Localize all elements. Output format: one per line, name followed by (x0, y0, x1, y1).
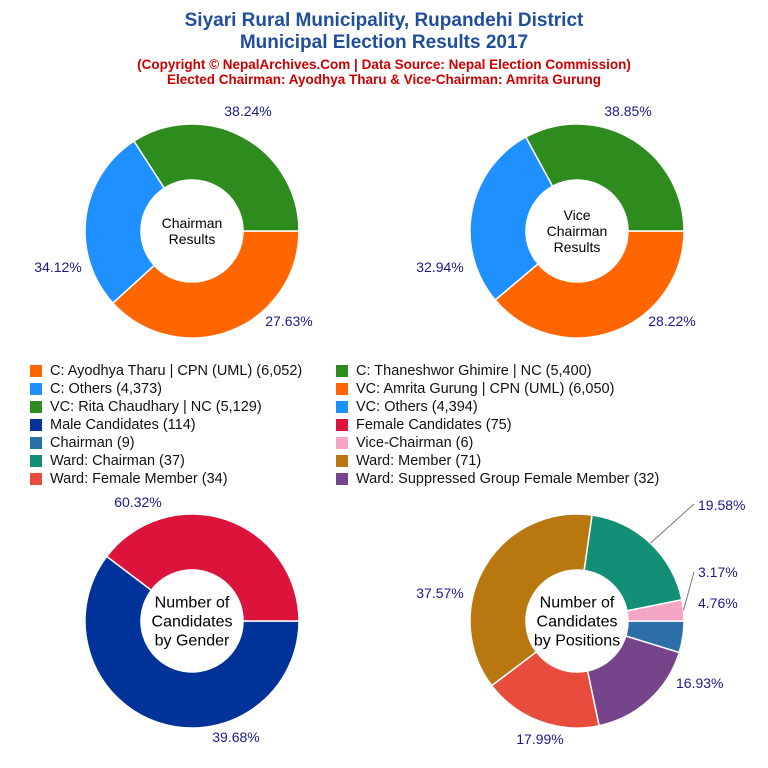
donut-center-label: Chairman (162, 215, 223, 231)
legend-swatch (30, 436, 42, 449)
legend-label: VC: Amrita Gurung | CPN (UML) (6,050) (356, 380, 615, 397)
legend-item: Male Candidates (114) (30, 416, 196, 433)
slice-percent-label: 28.22% (648, 313, 695, 329)
legend-swatch (336, 400, 348, 413)
legend-label: C: Others (4,373) (50, 380, 163, 397)
label-leader-line (650, 503, 695, 544)
legend-swatch (336, 418, 348, 431)
donut-slice (469, 136, 554, 302)
slice-percent-label: 39.68% (212, 729, 259, 745)
legend-item: VC: Amrita Gurung | CPN (UML) (6,050) (336, 380, 614, 397)
slice-percent-label: 17.99% (516, 731, 563, 747)
slice-percent-label: 27.63% (265, 313, 312, 329)
slice-percent-label: 37.57% (416, 585, 463, 601)
legend-item: Ward: Member (71) (336, 452, 481, 469)
legend-label: Male Candidates (114) (50, 416, 196, 433)
legend-label: Ward: Suppressed Group Female Member (32… (356, 470, 660, 487)
donut-center-label: Chairman (547, 223, 608, 239)
legend-label: Ward: Chairman (37) (50, 452, 185, 469)
donut-chart: 4.76% 16.93% 17.99% 37.57% 19.58% 3.17% Number… (416, 497, 745, 747)
legend-label: Chairman (9) (50, 434, 135, 451)
donut-slice (490, 650, 600, 729)
donut-center-label: Results (169, 231, 216, 247)
donut-slice (111, 230, 300, 339)
donut-slice (583, 514, 683, 612)
legend-label: Vice-Chairman (6) (356, 434, 474, 451)
legend-label: Ward: Member (71) (356, 452, 482, 469)
slice-percent-label: 32.94% (416, 259, 463, 275)
legend-swatch (336, 436, 348, 449)
donut-slice (524, 123, 685, 232)
legend-swatch (336, 382, 348, 395)
slice-percent-label: 60.32% (114, 494, 161, 510)
donut-center-label: by Positions (534, 633, 620, 650)
legend-label: C: Thaneshwor Ghimire | NC (5,400) (356, 362, 592, 379)
chart-subtitle-line2: Elected Chairman: Ayodhya Tharu & Vice-C… (166, 72, 602, 87)
legend-label: Ward: Female Member (34) (50, 470, 228, 487)
legend-label: C: Ayodhya Tharu | CPN (UML) (6,052) (50, 362, 303, 379)
slice-percent-label: 19.58% (698, 497, 745, 513)
legend-swatch (30, 472, 42, 485)
legend-item: C: Thaneshwor Ghimire | NC (5,400) (336, 362, 592, 379)
legend-label: VC: Others (4,394) (356, 398, 478, 415)
legend-item: C: Others (4,373) (30, 380, 162, 397)
donut-center-label: Vice (564, 207, 591, 223)
legend-item: Vice-Chairman (6) (336, 434, 473, 451)
slice-percent-label: 34.12% (34, 259, 81, 275)
slice-percent-label: 38.24% (224, 103, 271, 119)
legend-item: Ward: Suppressed Group Female Member (32… (336, 470, 659, 487)
donut-chart: 60.32% 39.68% Number of Candidates by Gender (84, 494, 300, 745)
legend-swatch (336, 472, 348, 485)
legend-item: VC: Others (4,394) (336, 398, 478, 415)
chart-title-line1: Siyari Rural Municipality, Rupandehi Dis… (184, 10, 584, 31)
donut-center-label: Number of (155, 595, 230, 612)
slice-percent-label: 16.93% (676, 675, 723, 691)
donut-slice (626, 598, 685, 622)
legend-swatch (30, 382, 42, 395)
legend-swatch (336, 454, 348, 467)
legend-item: Chairman (9) (30, 434, 135, 451)
chart-subtitle-line1: (Copyright © NepalArchives.Com | Data So… (137, 57, 631, 72)
legend-item: Ward: Female Member (34) (30, 470, 228, 487)
slice-percent-label: 38.85% (604, 103, 651, 119)
legend-swatch (336, 364, 348, 377)
donut-slice (84, 140, 166, 305)
donut-center-label: by Gender (155, 633, 230, 650)
donut-slice (84, 555, 300, 729)
donut-slice (494, 230, 685, 339)
slice-percent-label: 3.17% (698, 564, 738, 580)
legend-item: Ward: Chairman (37) (30, 452, 185, 469)
donut-center-label: Candidates (537, 614, 618, 631)
legend-label: Female Candidates (75) (356, 416, 512, 433)
donut-slice (469, 513, 593, 687)
chart-title-line2: Municipal Election Results 2017 (239, 32, 529, 53)
donut-slice (105, 513, 300, 622)
legend-item: VC: Rita Chaudhary | NC (5,129) (30, 398, 262, 415)
legend-swatch (30, 364, 42, 377)
legend-label: VC: Rita Chaudhary | NC (5,129) (50, 398, 262, 415)
legend-item: Female Candidates (75) (336, 416, 512, 433)
donut-center-label: Number of (540, 595, 615, 612)
legend-swatch (30, 418, 42, 431)
legend-swatch (30, 454, 42, 467)
legend-swatch (30, 400, 42, 413)
donut-center-label: Results (554, 239, 601, 255)
slice-percent-label: 4.76% (698, 595, 738, 611)
label-leader-line (682, 571, 695, 611)
donut-center-label: Candidates (152, 614, 233, 631)
legend-item: C: Ayodhya Tharu | CPN (UML) (6,052) (30, 362, 302, 379)
donut-slice (132, 123, 300, 232)
